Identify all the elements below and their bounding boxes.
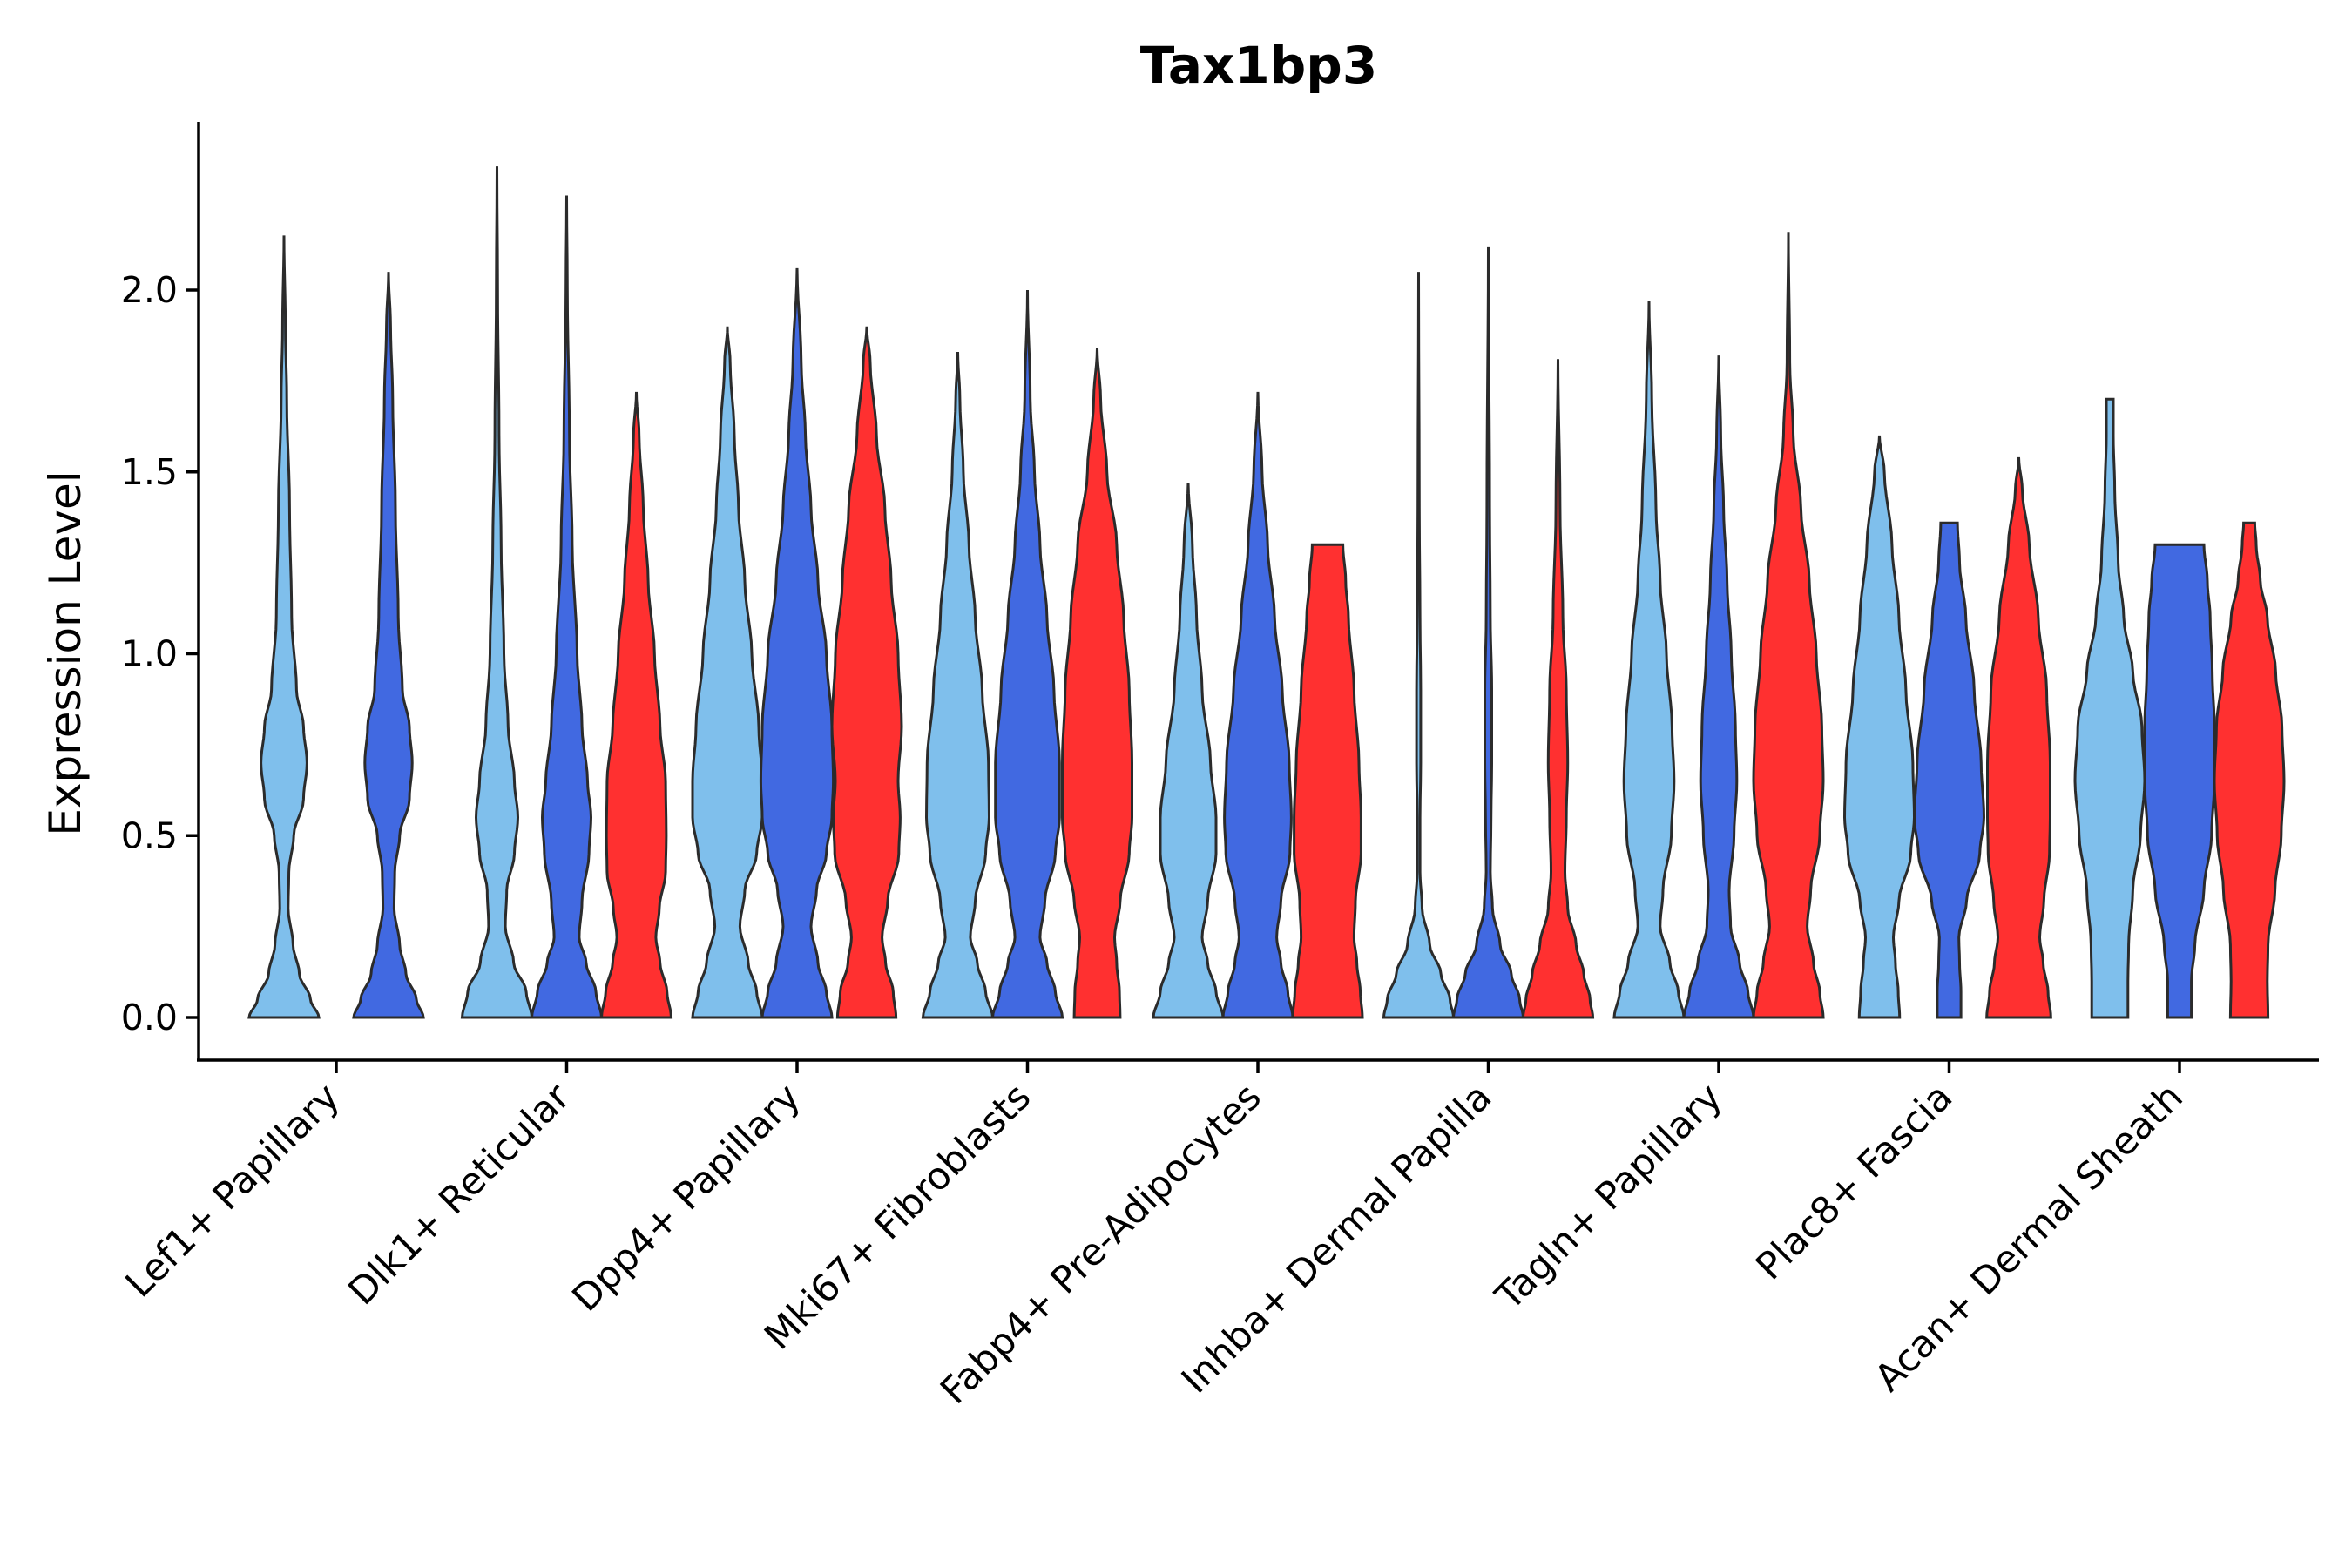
x-tick-label: Lef1+ Papillary: [118, 1075, 348, 1306]
violin-5-3: [1291, 543, 1364, 1019]
violin-7-3: [1752, 232, 1825, 1019]
violin-4-2: [990, 289, 1064, 1019]
violin-9-3: [2213, 521, 2286, 1019]
violin-6-2: [1451, 246, 1525, 1019]
violin-1-1: [247, 235, 321, 1019]
x-tick-label: Dlk1+ Reticular: [341, 1075, 579, 1314]
y-axis-ticks: 0.0 0.5 1.0 1.5 2.0: [121, 269, 199, 1038]
violin-5-1: [1152, 483, 1225, 1019]
violin-7-1: [1612, 301, 1686, 1019]
chart-title: Tax1bp3: [1140, 36, 1377, 95]
y-tick-label: 1.0: [121, 633, 178, 675]
violin-2-1: [460, 166, 534, 1019]
violin-3-3: [830, 326, 903, 1019]
violin-8-2: [1912, 521, 1986, 1019]
violin-9-1: [2073, 397, 2146, 1019]
violin-4-1: [921, 351, 995, 1019]
y-tick-label: 2.0: [121, 269, 178, 311]
y-tick-label: 1.5: [121, 451, 178, 493]
y-tick-label: 0.5: [121, 814, 178, 856]
y-tick-label: 0.0: [121, 997, 178, 1038]
violins-layer: [247, 166, 2286, 1019]
violin-1-2: [352, 272, 425, 1019]
violin-4-3: [1061, 348, 1133, 1019]
violin-3-2: [759, 267, 835, 1019]
violin-2-3: [599, 391, 673, 1019]
violin-6-3: [1521, 359, 1595, 1019]
x-tick-label: Tagln+ Papillary: [1487, 1075, 1731, 1319]
violin-8-3: [1985, 456, 2052, 1019]
violin-8-1: [1842, 435, 1916, 1019]
violin-3-1: [691, 326, 764, 1019]
violin-5-2: [1221, 391, 1294, 1019]
violin-9-2: [2143, 543, 2216, 1019]
x-tick-label: Mki67+ Fibroblasts: [756, 1075, 1039, 1358]
x-tick-label: Plac8+ Fascia: [1747, 1075, 1961, 1288]
y-axis-label: Expression Level: [40, 470, 91, 835]
violin-7-2: [1682, 355, 1755, 1019]
violin-6-1: [1382, 272, 1456, 1019]
violin-2-2: [530, 195, 604, 1019]
x-tick-label: Dpp4+ Papillary: [564, 1075, 809, 1320]
